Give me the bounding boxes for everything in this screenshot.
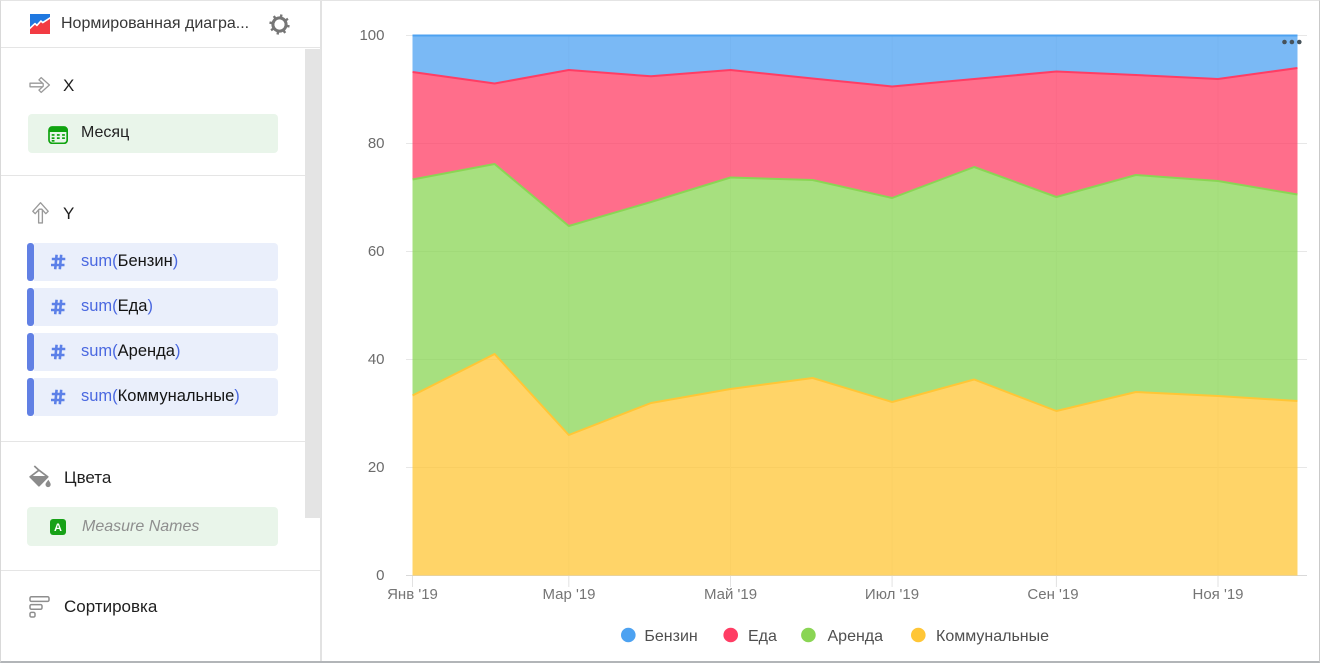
svg-text:Еда: Еда [748, 628, 777, 645]
svg-text:Аренда: Аренда [828, 628, 884, 645]
svg-text:0: 0 [376, 567, 384, 584]
svg-text:Янв '19: Янв '19 [387, 586, 438, 603]
svg-text:Бензин: Бензин [644, 628, 697, 645]
svg-text:Сен '19: Сен '19 [1027, 586, 1078, 603]
svg-text:40: 40 [368, 351, 385, 368]
svg-text:Май '19: Май '19 [704, 586, 757, 603]
svg-text:100: 100 [359, 27, 384, 44]
svg-text:60: 60 [368, 243, 385, 260]
svg-text:Коммунальные: Коммунальные [936, 628, 1049, 645]
svg-text:Мар '19: Мар '19 [542, 586, 595, 603]
svg-text:Ноя '19: Ноя '19 [1192, 586, 1243, 603]
svg-text:Июл '19: Июл '19 [865, 586, 919, 603]
svg-text:80: 80 [368, 135, 385, 152]
svg-text:20: 20 [368, 459, 385, 476]
svg-text:A: A [54, 522, 62, 534]
